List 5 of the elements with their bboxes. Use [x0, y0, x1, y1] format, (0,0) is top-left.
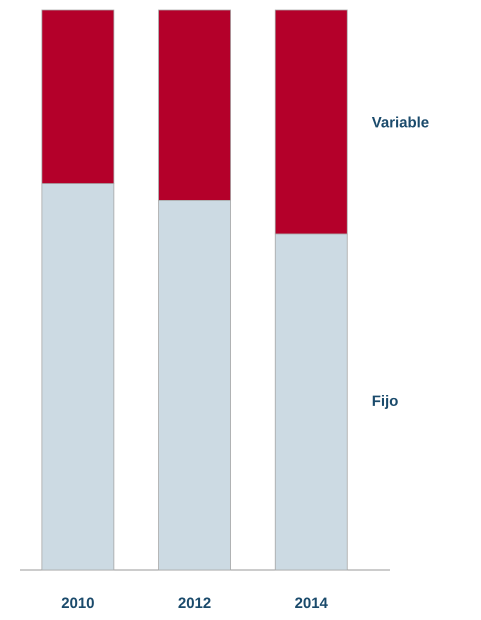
series-label: Fijo — [372, 395, 398, 409]
x-tick-label: 2014 — [295, 598, 328, 608]
x-tick-label: 2012 — [178, 598, 211, 608]
x-tick-label: 2010 — [62, 598, 94, 608]
series-label: Variable — [372, 116, 429, 128]
